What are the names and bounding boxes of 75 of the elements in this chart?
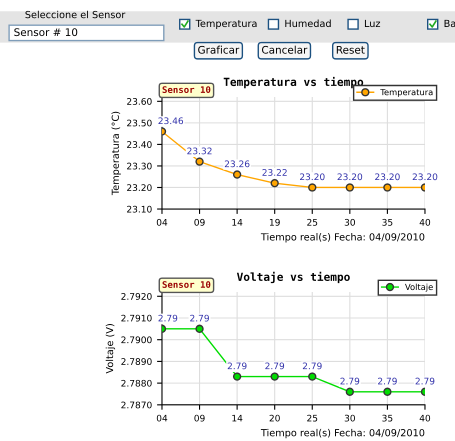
y-axis-title: Temperatura (°C) — [111, 112, 121, 196]
x-tick-label: 19 — [270, 218, 280, 226]
x-tick-label: 04 — [156, 218, 168, 226]
data-label: 23.20 — [338, 173, 362, 180]
data-label: 23.46 — [158, 117, 184, 124]
data-label: 2.79 — [302, 362, 322, 370]
y-tick-label: 2.7870 — [121, 402, 152, 408]
y-tick-label: 23.60 — [127, 98, 152, 105]
y-tick-label: 23.30 — [127, 162, 152, 170]
data-label: 2.79 — [265, 362, 284, 370]
x-tick-label: 20 — [270, 414, 280, 422]
point — [195, 157, 204, 166]
text: Graficar — [198, 46, 240, 54]
text: Luz — [364, 20, 380, 28]
x-tick-label: 14 — [232, 414, 242, 422]
point — [232, 170, 242, 179]
data-label: 23.20 — [375, 173, 400, 180]
point — [270, 372, 279, 381]
point — [308, 372, 316, 381]
point — [346, 388, 354, 396]
text: Humedad — [285, 20, 331, 28]
data-label: 23.32 — [187, 148, 212, 154]
data-label: 2.79 — [158, 314, 178, 322]
x-tick-label: 30 — [344, 414, 355, 422]
x-tick-label: 25 — [307, 218, 318, 226]
x-tick-label: 14 — [232, 219, 242, 226]
point — [383, 388, 392, 396]
x-axis-title: Tiempo real(s) Fecha: 04/09/2010 — [260, 233, 424, 242]
text: Cancelar — [262, 46, 308, 54]
x-tick-label: 25 — [307, 414, 318, 422]
text: Reset — [336, 46, 365, 54]
data-label: 2.79 — [378, 378, 397, 385]
data-label: 2.79 — [340, 378, 360, 385]
y-tick-label: 2.7920 — [121, 293, 152, 300]
data-label: 23.26 — [224, 160, 250, 168]
point — [195, 324, 204, 334]
data-label: 23.20 — [300, 173, 325, 180]
chart-title: Voltaje vs tiempo — [236, 272, 350, 284]
legend-label: Temperatura — [380, 89, 432, 97]
chart-title: Temperatura vs tiempo — [224, 76, 364, 88]
text: Ba — [444, 20, 455, 28]
y-axis-title: Voltaje (V) — [106, 324, 116, 374]
data-label: 2.79 — [228, 362, 247, 370]
text: Sensor 10 — [162, 281, 210, 288]
point — [270, 179, 279, 188]
x-tick-label: 30 — [344, 218, 355, 226]
data-label: 23.20 — [412, 173, 438, 180]
x-tick-label: 40 — [420, 218, 430, 226]
data-label: 2.79 — [190, 314, 209, 322]
x-tick-label: 40 — [420, 414, 430, 422]
y-tick-label: 23.50 — [127, 120, 152, 126]
x-tick-label: 09 — [194, 218, 205, 226]
point — [232, 372, 242, 381]
point — [308, 183, 316, 192]
text: Seleccione el Sensor — [25, 10, 126, 18]
legend-label: Voltaje — [405, 284, 433, 292]
x-axis-title: Tiempo real(s) Fecha: 04/09/2010 — [260, 428, 424, 438]
text: Sensor 10 — [162, 86, 210, 94]
x-tick-label: 35 — [382, 218, 392, 226]
text: Temperatura — [196, 20, 257, 29]
x-tick-label: 04 — [156, 414, 168, 422]
text: Sensor # 10 — [14, 28, 78, 36]
data-label: 23.22 — [262, 169, 287, 176]
point — [346, 183, 354, 192]
point — [383, 183, 392, 192]
y-tick-label: 23.40 — [127, 141, 152, 148]
y-tick-label: 23.20 — [127, 184, 152, 192]
x-tick-label: 35 — [382, 414, 392, 422]
y-tick-label: 2.7890 — [121, 358, 152, 365]
x-tick-label: 09 — [194, 414, 205, 422]
y-tick-label: 2.7900 — [121, 336, 152, 344]
data-label: 2.79 — [416, 378, 434, 385]
y-tick-label: 2.7880 — [121, 380, 152, 387]
y-tick-label: 2.7910 — [121, 314, 152, 322]
y-tick-label: 23.10 — [127, 206, 152, 213]
